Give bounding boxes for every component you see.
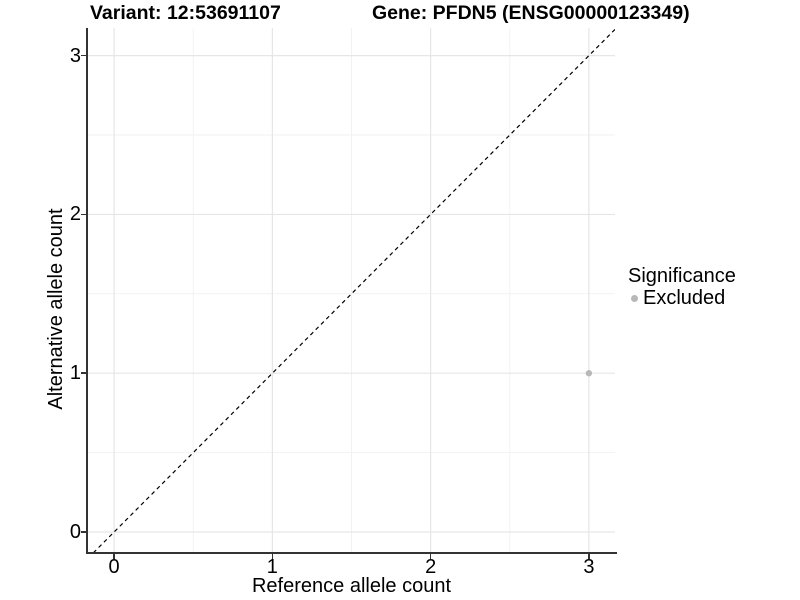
legend-item: Excluded [628,287,736,309]
x-axis-title: Reference allele count [251,575,451,597]
gene-title: Gene: PFDN5 (ENSG00000123349) [372,2,690,24]
x-tick-mark [588,554,590,559]
x-axis-line [86,552,617,554]
y-tick-label: 3 [69,44,81,67]
variant-title: Variant: 12:53691107 [90,2,281,24]
x-tick-label: 3 [583,556,595,578]
legend-item-label: Excluded [643,287,726,309]
y-tick-mark [81,213,86,216]
legend-title: Significance [628,265,736,287]
plot-panel [88,28,615,552]
x-tick-label: 2 [425,556,437,578]
x-tick-label: 1 [266,556,278,578]
y-axis-line [86,28,88,554]
x-tick-mark [113,554,115,559]
y-tick-label: 0 [69,520,81,543]
data-point [585,370,593,377]
legend-point-icon [631,294,638,302]
y-tick-mark [81,54,86,57]
y-tick-mark [81,531,86,533]
y-tick-mark [81,372,86,374]
y-tick-label: 1 [69,362,81,385]
y-tick-label: 2 [69,203,81,226]
legend-items: Excluded [628,287,736,309]
x-tick-mark [429,554,432,559]
x-tick-mark [271,554,274,559]
x-tick-label: 0 [108,556,120,578]
legend: Significance Excluded [628,265,736,309]
